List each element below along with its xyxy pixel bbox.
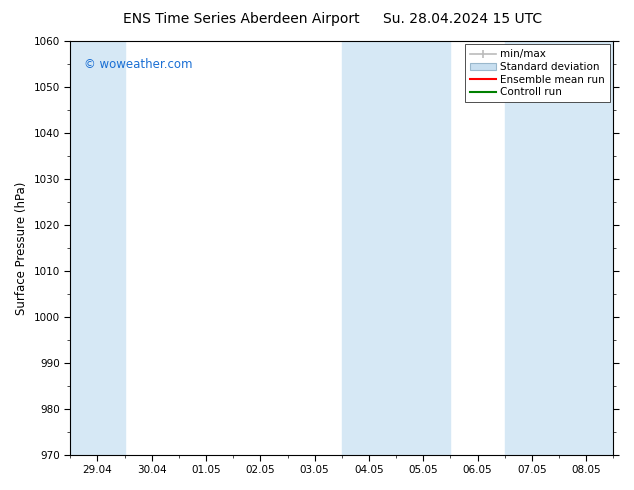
Legend: min/max, Standard deviation, Ensemble mean run, Controll run: min/max, Standard deviation, Ensemble me… [465, 44, 611, 102]
Text: ENS Time Series Aberdeen Airport: ENS Time Series Aberdeen Airport [122, 12, 359, 26]
Text: Su. 28.04.2024 15 UTC: Su. 28.04.2024 15 UTC [384, 12, 542, 26]
Bar [505, 41, 614, 455]
Bar [70, 41, 124, 455]
Y-axis label: Surface Pressure (hPa): Surface Pressure (hPa) [15, 181, 28, 315]
Bar [342, 41, 451, 455]
Text: © woweather.com: © woweather.com [84, 58, 192, 71]
